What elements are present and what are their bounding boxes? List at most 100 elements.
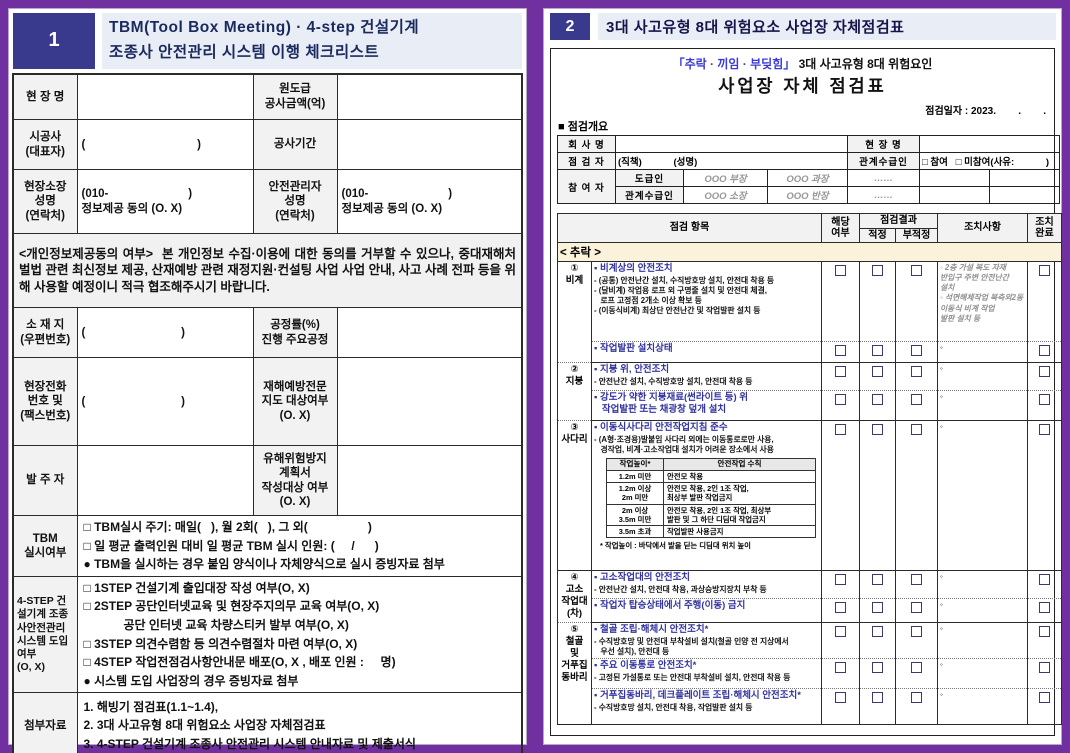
action-note[interactable]: ◦ 2층 가설 복도 자재 반입구 주변 안전난간 설치 ◦ 석면해체작업 북측…: [937, 261, 1028, 342]
checkbox[interactable]: [911, 345, 922, 356]
tbm-row-label: TBM 실시여부: [12, 515, 78, 577]
action-note[interactable]: ◦: [937, 658, 1028, 690]
tbm-checklist-lines[interactable]: □ TBM실시 주기: 매일( ), 월 2회( ), 그 외( ) □ 일 평…: [76, 515, 523, 577]
participant-field[interactable]: [989, 186, 1061, 204]
site-name-field[interactable]: [76, 73, 254, 121]
checkbox[interactable]: [872, 366, 883, 377]
checkbox[interactable]: [872, 626, 883, 637]
checkbox[interactable]: [1039, 345, 1050, 356]
checkbox[interactable]: [835, 602, 846, 613]
checkbox[interactable]: [835, 662, 846, 674]
checklist-row: ▪ 거푸집동바리, 데크플레이트 조립·해체시 안전조치* - 수직방호망 설치,…: [558, 688, 1062, 726]
hazard-plan-field[interactable]: [336, 445, 523, 517]
participant-sample[interactable]: OOO 부장: [683, 169, 768, 187]
field-label: 발 주 자: [12, 445, 78, 517]
checkbox[interactable]: [1039, 394, 1050, 405]
form-subtitle: 「추락 · 끼임 · 부딪힘」 3대 사고유형 8대 위험요인: [557, 55, 1048, 72]
header-row: 점검 항목 해당 여부 점검결과 조치사항 조치 완료: [557, 213, 1062, 243]
participant-sample[interactable]: OOO 소장: [683, 186, 768, 204]
guidance-target-field[interactable]: [336, 357, 523, 447]
tbm-checklist-panel: 1 TBM(Tool Box Meeting) · 4-step 건설기계 조종…: [8, 8, 527, 753]
checkbox[interactable]: [1039, 265, 1050, 276]
checkbox[interactable]: [872, 345, 883, 356]
checkbox[interactable]: [835, 424, 846, 435]
checkbox[interactable]: [1039, 626, 1050, 637]
checkbox[interactable]: [835, 574, 846, 585]
checkbox[interactable]: [872, 662, 883, 674]
checkbox[interactable]: [835, 394, 846, 405]
action-note[interactable]: ◦: [937, 362, 1028, 391]
checkbox[interactable]: [835, 626, 846, 637]
participant-sample[interactable]: OOO 반장: [766, 186, 849, 204]
table-row: 1.2m 이상 2m 미만 안전모 착용, 2인 1조 작업, 최상부 발판 작업…: [606, 482, 816, 505]
header-row: 작업높이* 안전작업 수칙: [606, 458, 816, 471]
table-row: 회 사 명 현 장 명: [557, 135, 1061, 153]
checkbox[interactable]: [872, 602, 883, 613]
address-field[interactable]: ( ): [76, 307, 254, 359]
checkbox[interactable]: [872, 424, 883, 435]
progress-field[interactable]: [336, 307, 523, 359]
checkbox[interactable]: [1039, 424, 1050, 435]
checkbox[interactable]: [911, 692, 922, 704]
contract-amount-field[interactable]: [336, 73, 523, 121]
client-field[interactable]: [76, 445, 254, 517]
checkbox[interactable]: [872, 692, 883, 704]
checkbox[interactable]: [835, 366, 846, 377]
checkbox[interactable]: [835, 345, 846, 356]
checkbox[interactable]: [1039, 692, 1050, 704]
privacy-consent-notice: <개인정보제공동의 여부> 본 개인정보 수집·이용에 대한 동의를 거부할 수…: [12, 233, 523, 309]
action-note[interactable]: ◦: [937, 341, 1028, 363]
company-field[interactable]: [614, 135, 849, 153]
right-header: 2 3대 사고유형 8대 위험요소 사업장 자체점검표: [543, 8, 1062, 43]
checkbox[interactable]: [1039, 366, 1050, 377]
site-manager-field[interactable]: (010- ) 정보제공 동의 (O. X): [76, 169, 254, 235]
inspection-date[interactable]: 점검일자 : 2023. . .: [925, 106, 1046, 117]
checkbox[interactable]: [911, 626, 922, 637]
checklist-table: 점검 항목 해당 여부 점검결과 조치사항 조치 완료 적정 부적정 < 추락 …: [557, 213, 1062, 726]
checkbox[interactable]: [835, 692, 846, 704]
field-label: 안전관리자 성명 (연락처): [252, 169, 338, 235]
participant-field[interactable]: [919, 186, 991, 204]
inspector-field[interactable]: (직책) (성명): [614, 152, 849, 170]
table-row: 소 재 지 (우편번호) ( ) 공정률(%) 진행 주요공정: [12, 307, 523, 359]
checkbox[interactable]: [911, 424, 922, 435]
checkbox[interactable]: [1039, 574, 1050, 585]
site-field[interactable]: [919, 135, 1061, 153]
action-note[interactable]: ◦: [937, 598, 1028, 623]
checkbox[interactable]: [911, 394, 922, 405]
action-note[interactable]: ◦: [937, 390, 1028, 421]
item-detail: - 고정된 가설통로 또는 안전대 부착설비 설치, 안전대 착용 등: [594, 673, 791, 682]
field-label: 재해예방전문 지도 대상여부 (O. X): [252, 357, 338, 447]
checkbox[interactable]: [872, 394, 883, 405]
checklist-row: ③ 사다리 ▪ 이동식사다리 안전작업지침 준수 - (A형·조경용)발붙임 사…: [557, 420, 1062, 571]
site-phone-field[interactable]: ( ): [76, 357, 254, 447]
checkbox[interactable]: [911, 602, 922, 613]
col-header-ok: 적정: [859, 227, 896, 243]
checkbox[interactable]: [835, 265, 846, 276]
participant-sample[interactable]: ……: [847, 169, 921, 187]
checkbox[interactable]: [872, 265, 883, 276]
action-note[interactable]: ◦: [937, 420, 1028, 571]
table-row: 현 장 명 원도급 공사금액(억): [12, 73, 523, 121]
checkbox[interactable]: [911, 662, 922, 674]
checkbox[interactable]: [911, 265, 922, 276]
participant-sample[interactable]: OOO 과장: [766, 169, 849, 187]
checkbox[interactable]: [911, 574, 922, 585]
four-step-checklist-lines[interactable]: □ 1STEP 건설기계 출입대장 작성 여부(O, X) □ 2STEP 공단…: [76, 575, 523, 694]
ladder-height-table: 작업높이* 안전작업 수칙 1.2m 미만 안전모 착용 1.2m 이상 2m 미…: [606, 458, 816, 539]
ladder-col-height: 작업높이*: [606, 458, 664, 471]
checkbox[interactable]: [1039, 602, 1050, 613]
action-note[interactable]: ◦: [937, 688, 1028, 726]
action-note[interactable]: ◦: [937, 570, 1028, 599]
constructor-field[interactable]: ( ): [76, 119, 254, 171]
action-note[interactable]: ◦: [937, 622, 1028, 660]
checkbox[interactable]: [872, 574, 883, 585]
participant-sample[interactable]: ……: [847, 186, 921, 204]
subcontractor-participation-field[interactable]: □ 참여 □ 미참여(사유: ): [919, 152, 1061, 170]
participant-field[interactable]: [989, 169, 1061, 187]
participant-field[interactable]: [919, 169, 991, 187]
safety-manager-field[interactable]: (010- ) 정보제공 동의 (O. X): [336, 169, 523, 235]
construction-period-field[interactable]: [336, 119, 523, 171]
checkbox[interactable]: [911, 366, 922, 377]
checkbox[interactable]: [1039, 662, 1050, 674]
